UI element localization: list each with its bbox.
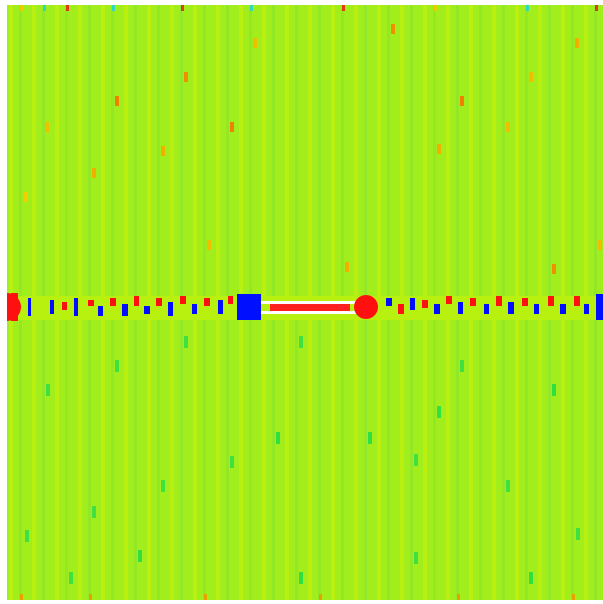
page: [0, 0, 603, 604]
central-band: [7, 293, 603, 321]
field-image: [0, 0, 603, 604]
